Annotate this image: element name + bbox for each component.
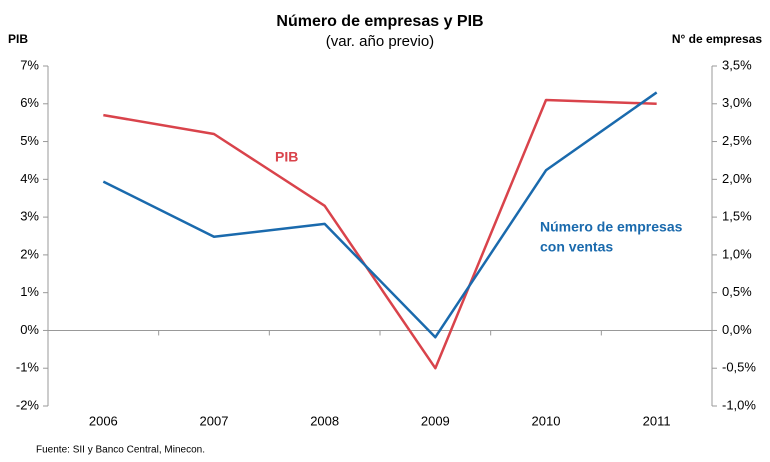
series-line [102, 91, 658, 339]
x-tick-label: 2008 [310, 413, 339, 428]
y2-tick-label: -1,0% [722, 397, 756, 412]
y-tick-label: 7% [20, 57, 39, 72]
chart-title: Número de empresas y PIB [276, 13, 483, 30]
chart-subtitle: (var. año previo) [326, 33, 434, 50]
y-axis-title: PIB [8, 32, 28, 46]
y-tick-label: 3% [20, 209, 39, 224]
source-note: Fuente: SII y Banco Central, Minecon. [36, 445, 205, 456]
y2-tick-label: 0,0% [722, 322, 752, 337]
y-tick-label: 6% [20, 95, 39, 110]
x-tick-label: 2011 [643, 413, 671, 428]
y-tick-label: 2% [20, 246, 39, 261]
y2-tick-label: 0,5% [722, 284, 752, 299]
y-tick-label: 0% [20, 322, 39, 337]
y2-tick-label: 2,5% [722, 133, 752, 148]
series-line [103, 98, 657, 370]
y2-tick-label: 3,5% [722, 57, 752, 72]
x-tick-label: 2007 [200, 413, 229, 428]
y2-tick-label: -0,5% [722, 360, 756, 375]
x-tick-label: 2009 [421, 413, 450, 428]
series-label: Número de empresas [540, 219, 683, 235]
y-tick-label: 1% [20, 284, 39, 299]
y2-tick-label: 2,0% [722, 171, 752, 186]
x-tick-label: 2006 [89, 413, 118, 428]
y2-axis-title: N° de empresas [672, 32, 763, 46]
y-tick-label: 4% [20, 171, 39, 186]
y-tick-label: -2% [16, 397, 40, 412]
y2-tick-label: 3,0% [722, 95, 752, 110]
series-label: PIB [275, 149, 298, 165]
x-tick-label: 2010 [532, 413, 561, 428]
y-tick-label: 5% [20, 133, 39, 148]
y2-tick-label: 1,5% [722, 209, 752, 224]
y2-tick-label: 1,0% [722, 246, 752, 261]
y-tick-label: -1% [16, 360, 40, 375]
series-label: con ventas [540, 239, 613, 255]
